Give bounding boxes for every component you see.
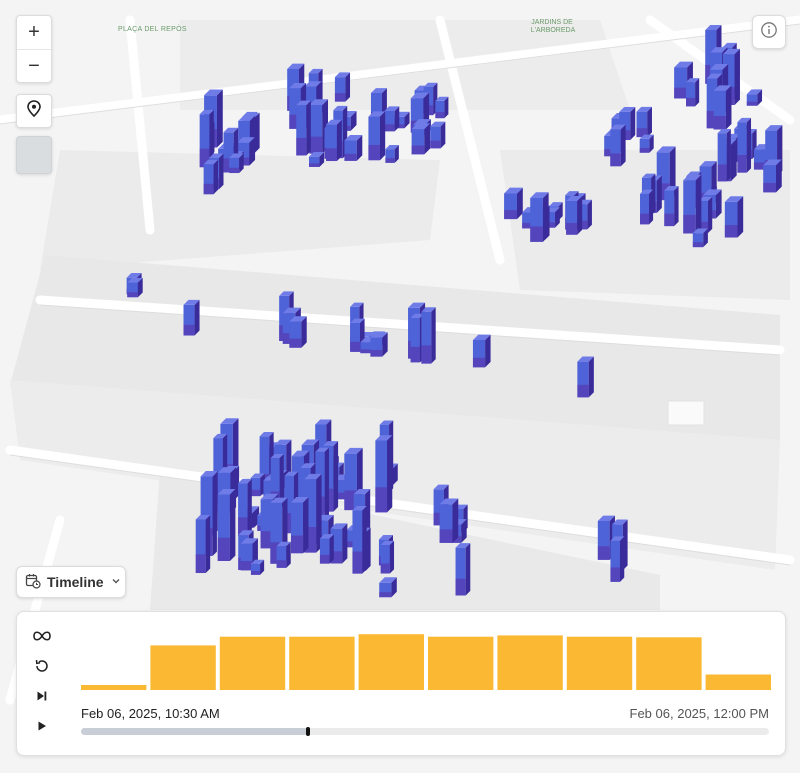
step-forward-button[interactable] (29, 686, 55, 710)
data-column (640, 189, 654, 225)
data-column (217, 488, 236, 562)
map-label-jardins: JARDINS DE L'ARBOREDA (531, 19, 576, 34)
chevron-down-icon (110, 574, 122, 590)
timeline-end-label: Feb 06, 2025, 12:00 PM (629, 706, 769, 721)
data-column (370, 332, 388, 357)
histogram-bar (289, 636, 355, 690)
data-column (530, 192, 549, 242)
data-column (250, 473, 265, 497)
data-column (763, 159, 782, 193)
skip-forward-icon (36, 689, 48, 707)
loop-button[interactable] (29, 626, 55, 650)
data-column (683, 174, 702, 234)
data-column (250, 559, 265, 575)
histogram-bar (636, 637, 702, 690)
data-column (195, 514, 211, 574)
basemap-thumbnail-button[interactable] (16, 136, 52, 174)
histogram-bar (150, 645, 216, 690)
play-icon (36, 719, 48, 737)
data-column (229, 153, 244, 174)
data-column (455, 543, 471, 596)
data-column (421, 307, 436, 364)
timeline-progress-fill (81, 728, 309, 735)
data-column (352, 505, 367, 574)
data-column (435, 96, 449, 119)
data-column (692, 228, 708, 248)
data-column (380, 540, 395, 574)
info-button[interactable] (752, 15, 786, 49)
data-column (276, 541, 291, 568)
reset-button[interactable] (29, 656, 55, 680)
data-column (368, 111, 386, 161)
data-column (639, 134, 654, 153)
histogram-bar (358, 634, 424, 690)
histogram-bar (219, 636, 286, 690)
histogram-bar (81, 685, 147, 690)
map-label-placa: PLAÇA DEL REPÒS (118, 24, 187, 33)
data-column (334, 72, 351, 102)
data-column (439, 498, 459, 543)
locate-button[interactable] (16, 94, 52, 128)
data-column (319, 534, 334, 564)
zoom-out-button[interactable]: − (17, 49, 51, 83)
data-column (686, 78, 700, 107)
histogram-bar (566, 636, 633, 690)
data-column (737, 117, 752, 173)
data-column (636, 106, 652, 138)
data-columns-layer (126, 24, 783, 598)
timeline-handle[interactable] (306, 727, 311, 736)
data-column (344, 134, 363, 161)
data-column (713, 85, 732, 130)
data-column (566, 196, 583, 235)
data-column (199, 109, 214, 168)
timeline-toggle-button[interactable]: Timeline (16, 566, 126, 598)
data-column (610, 536, 625, 582)
map-label-jardins-line1: JARDINS DE (531, 19, 573, 26)
data-column (384, 106, 400, 132)
data-column (472, 334, 491, 368)
data-column (326, 119, 342, 162)
data-column (127, 277, 143, 298)
data-column (724, 196, 744, 238)
data-column (296, 100, 311, 156)
timeline-histogram[interactable] (81, 628, 771, 690)
calendar-clock-icon (25, 573, 41, 592)
rotate-ccw-icon (34, 658, 50, 679)
histogram-bar (497, 635, 563, 690)
histogram-bar (705, 674, 771, 690)
data-column (385, 144, 399, 163)
zoom-control: + − (16, 15, 52, 83)
data-column (504, 187, 523, 220)
data-column (290, 497, 309, 554)
data-column (375, 435, 393, 513)
data-column (309, 151, 325, 167)
data-column (430, 121, 446, 149)
data-column (577, 356, 594, 398)
data-column (610, 124, 626, 167)
info-icon (760, 21, 778, 44)
map-pin-icon (26, 99, 42, 123)
data-column (717, 129, 731, 182)
data-column (203, 159, 219, 195)
data-column (411, 123, 431, 155)
histogram-bar (428, 636, 494, 690)
data-column (664, 186, 679, 227)
play-button[interactable] (29, 716, 55, 740)
map-label-jardins-line2: L'ARBOREDA (531, 27, 576, 34)
timeline-slider[interactable] (81, 727, 769, 736)
timeline-start-label: Feb 06, 2025, 10:30 AM (81, 706, 220, 721)
timeline-label: Timeline (47, 574, 104, 590)
infinity-icon (32, 629, 52, 647)
data-column (183, 299, 200, 336)
data-column (379, 577, 397, 598)
timeline-panel: Feb 06, 2025, 10:30 AM Feb 06, 2025, 12:… (16, 611, 786, 756)
data-column (289, 316, 307, 348)
zoom-in-button[interactable]: + (28, 21, 40, 43)
data-column (238, 478, 252, 536)
data-column (746, 89, 763, 106)
